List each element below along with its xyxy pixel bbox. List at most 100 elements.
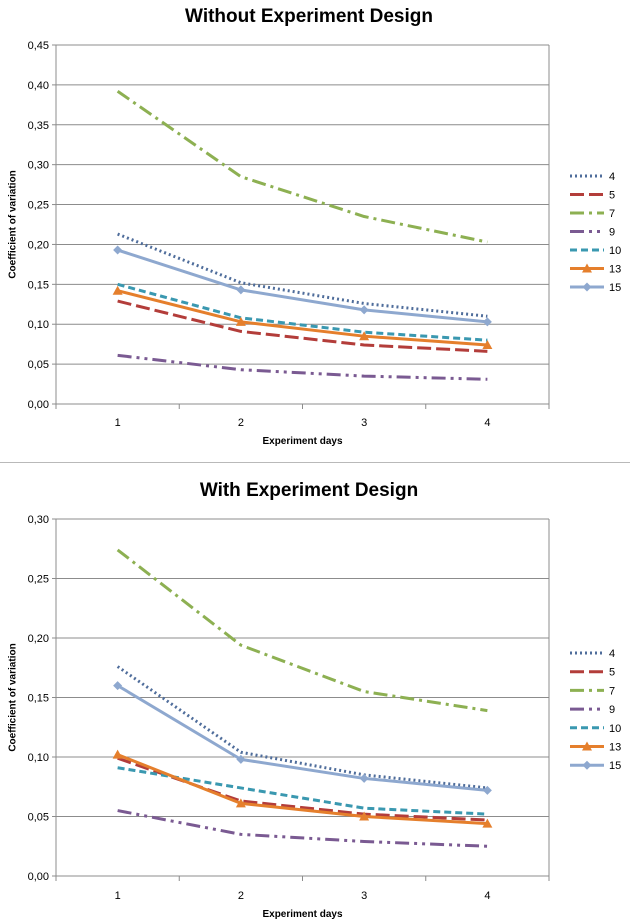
legend-item-13: 13 — [570, 263, 621, 276]
y-axis-label: Coefficient of variation — [8, 643, 19, 751]
data-point-marker — [113, 681, 123, 691]
y-tick-label: 0,15 — [28, 693, 49, 705]
series-13 — [112, 749, 493, 828]
y-tick-label: 0,05 — [28, 812, 49, 824]
x-tick-label: 4 — [484, 417, 490, 429]
gridlines — [52, 518, 550, 881]
series-9 — [117, 809, 488, 848]
series-7 — [116, 90, 488, 244]
legend-item-9: 9 — [570, 227, 615, 239]
gridlines — [52, 44, 550, 409]
legend-item-5: 5 — [570, 190, 615, 202]
legend-marker — [582, 263, 592, 273]
series-line-5 — [117, 299, 488, 353]
series-line-10 — [117, 766, 488, 816]
data-point-marker — [112, 749, 123, 759]
y-tick-label: 0,00 — [28, 399, 49, 411]
legend-item-5: 5 — [570, 667, 615, 679]
series-line-4 — [117, 232, 488, 318]
data-point-marker — [235, 316, 246, 326]
y-tick-label: 0,00 — [28, 871, 49, 883]
series-7 — [116, 548, 488, 713]
legend-item-7: 7 — [570, 685, 615, 697]
legend-item-4: 4 — [570, 648, 615, 660]
legend-item-10: 10 — [570, 723, 621, 735]
data-point-marker — [359, 773, 369, 783]
legend-label: 15 — [609, 282, 621, 294]
legend-label: 4 — [609, 648, 615, 660]
legend-item-15: 15 — [570, 282, 621, 294]
x-tick-label: 2 — [238, 417, 244, 429]
series-4 — [116, 665, 488, 790]
x-tick-label: 3 — [361, 890, 367, 902]
legend-label: 5 — [609, 667, 615, 679]
data-point-marker — [482, 785, 492, 795]
legend-marker — [582, 741, 592, 751]
series-line-4 — [116, 665, 488, 790]
series-4 — [117, 232, 488, 318]
series-line-13 — [117, 753, 488, 826]
legend-label: 13 — [609, 742, 621, 754]
line-chart-with-design: With Experiment Design 0,00 0,05 0,10 0,15 0… — [8, 480, 622, 920]
y-tick-label: 0,25 — [28, 574, 49, 586]
panel-divider — [0, 462, 630, 463]
data-series — [112, 90, 493, 381]
x-tick-labels: 1 2 3 4 — [115, 890, 491, 902]
data-point-marker — [235, 798, 246, 808]
series-line-7 — [116, 90, 488, 244]
data-point-marker — [236, 754, 246, 764]
series-5 — [117, 299, 488, 353]
y-tick-label: 0,10 — [28, 752, 49, 764]
x-tick-label: 2 — [238, 890, 244, 902]
y-tick-label: 0,20 — [28, 239, 49, 251]
legend-label: 13 — [609, 264, 621, 276]
series-line-15 — [117, 248, 488, 324]
data-point-marker — [482, 818, 493, 828]
chart-panel-with-design: With Experiment Design 0,00 0,05 0,10 0,15 0… — [0, 462, 630, 923]
y-tick-label: 0,45 — [28, 40, 49, 52]
x-axis-label: Experiment days — [262, 436, 342, 447]
legend-label: 10 — [609, 245, 621, 257]
y-tick-label: 0,15 — [28, 279, 49, 291]
legend-label: 7 — [609, 685, 615, 697]
legend-label: 5 — [609, 190, 615, 202]
x-tick-labels: 1 2 3 4 — [115, 417, 491, 429]
line-chart-without-design: Without Experiment Design 0,000,050,100,… — [8, 6, 622, 447]
chart-title: With Experiment Design — [200, 480, 418, 501]
x-tick-label: 1 — [115, 417, 121, 429]
y-tick-label: 0,20 — [28, 633, 49, 645]
data-point-marker — [112, 285, 123, 295]
legend: 4 5 7 9 10 13 15 — [570, 648, 621, 772]
series-line-13 — [117, 289, 488, 347]
x-tick-label: 4 — [484, 890, 490, 902]
legend: 4 5 7 9 10 13 15 — [570, 171, 621, 294]
legend-label: 10 — [609, 723, 621, 735]
data-point-marker — [359, 331, 370, 341]
series-10 — [117, 282, 488, 342]
x-axis-label: Experiment days — [262, 909, 342, 920]
chart-title: Without Experiment Design — [185, 6, 433, 27]
series-9 — [117, 353, 488, 381]
y-tick-label: 0,05 — [28, 359, 49, 371]
data-point-marker — [359, 305, 369, 315]
y-tick-label: 0,30 — [28, 160, 49, 172]
legend-marker — [582, 282, 592, 292]
legend-item-4: 4 — [570, 171, 615, 183]
legend-label: 7 — [609, 208, 615, 220]
series-line-15 — [116, 684, 488, 792]
data-point-marker — [359, 811, 370, 821]
data-series — [112, 548, 493, 848]
x-tick-label: 1 — [115, 890, 121, 902]
y-axis-label: Coefficient of variation — [8, 170, 19, 278]
y-tick-label: 0,40 — [28, 80, 49, 92]
legend-label: 15 — [609, 760, 621, 772]
series-13 — [112, 285, 493, 349]
series-line-10 — [117, 282, 488, 342]
y-tick-label: 0,35 — [28, 120, 49, 132]
y-tick-labels: 0,00 0,05 0,10 0,15 0,20 0,25 0,30 0,35 0,40 0,45 — [28, 40, 49, 411]
series-15 — [113, 681, 492, 795]
legend-marker — [582, 760, 592, 770]
data-point-marker — [113, 245, 123, 255]
series-line-9 — [117, 353, 488, 381]
legend-item-10: 10 — [570, 245, 621, 257]
